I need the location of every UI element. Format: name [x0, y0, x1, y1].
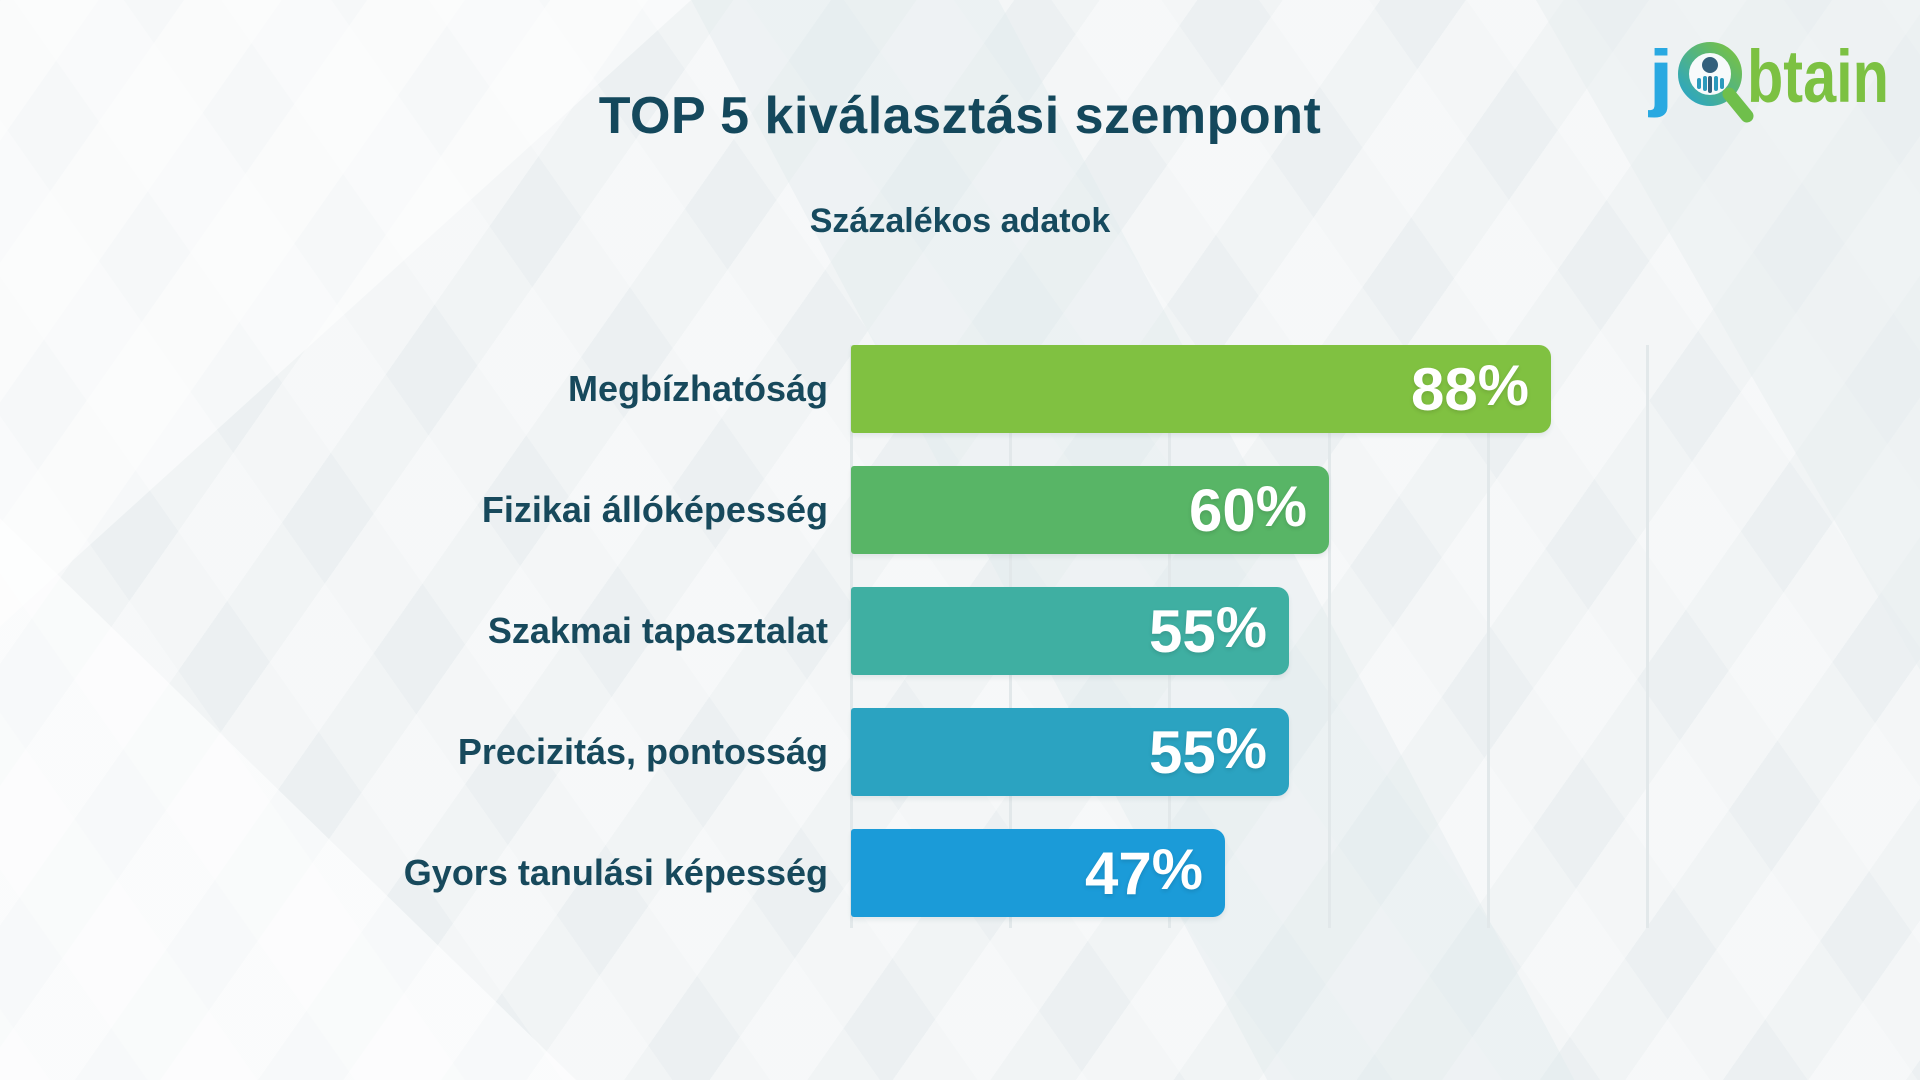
category-label: Megbízhatóság	[567, 368, 828, 409]
percent-sign: %	[1477, 354, 1529, 419]
gridline	[1327, 345, 1331, 928]
jobtain-logo: j btain	[1648, 35, 1889, 123]
bar-value-label: 88%	[1411, 354, 1551, 424]
bar-szakmai-tapasztalat: 55%	[851, 587, 1289, 675]
category-label: Precizitás, pontosság	[457, 731, 828, 772]
bar-chart: Megbízhatóság 88% Fizikai állóképesség 6…	[0, 345, 1920, 945]
chart-row: Megbízhatóság 88%	[0, 345, 1920, 433]
logo-letters-btain: btain	[1747, 35, 1889, 118]
gridline	[1646, 345, 1649, 928]
bar-precizitas-pontossag: 55%	[851, 708, 1289, 796]
bar-value-digits: 55	[1149, 718, 1216, 786]
bar-value-label: 55%	[1149, 596, 1289, 666]
percent-sign: %	[1215, 717, 1267, 782]
percent-sign: %	[1151, 838, 1203, 903]
chart-row: Precizitás, pontosság 55%	[0, 708, 1920, 796]
svg-text:btain: btain	[1747, 35, 1889, 118]
bar-value-label: 60%	[1189, 475, 1329, 545]
chart-row: Fizikai állóképesség 60%	[0, 466, 1920, 554]
page-title: TOP 5 kiválasztási szempont	[598, 87, 1322, 145]
svg-text:j: j	[1648, 35, 1674, 118]
percent-sign: %	[1255, 475, 1307, 540]
page-subtitle: Százalékos adatok	[809, 202, 1111, 240]
category-label: Szakmai tapasztalat	[487, 610, 828, 651]
bar-value-digits: 60	[1189, 476, 1256, 544]
bar-value-digits: 47	[1085, 839, 1152, 907]
bar-fizikai-allokepesseg: 60%	[851, 466, 1329, 554]
logo-magnifier-icon	[1678, 42, 1754, 123]
chart-row: Gyors tanulási képesség 47%	[0, 829, 1920, 917]
bar-gyors-tanulasi-kepesseg: 47%	[851, 829, 1225, 917]
logo-person-icon	[1697, 57, 1724, 93]
bar-megbizhatosag: 88%	[851, 345, 1551, 433]
bar-value-digits: 55	[1149, 597, 1216, 665]
bar-value-digits: 88	[1411, 355, 1478, 423]
category-label: Gyors tanulási képesség	[403, 852, 828, 893]
gridline	[1486, 345, 1490, 928]
percent-sign: %	[1215, 596, 1267, 661]
chart-row: Szakmai tapasztalat 55%	[0, 587, 1920, 675]
bar-value-label: 55%	[1149, 717, 1289, 787]
category-label: Fizikai állóképesség	[481, 489, 828, 530]
bar-value-label: 47%	[1085, 838, 1225, 908]
logo-letter-j: j	[1648, 35, 1674, 118]
